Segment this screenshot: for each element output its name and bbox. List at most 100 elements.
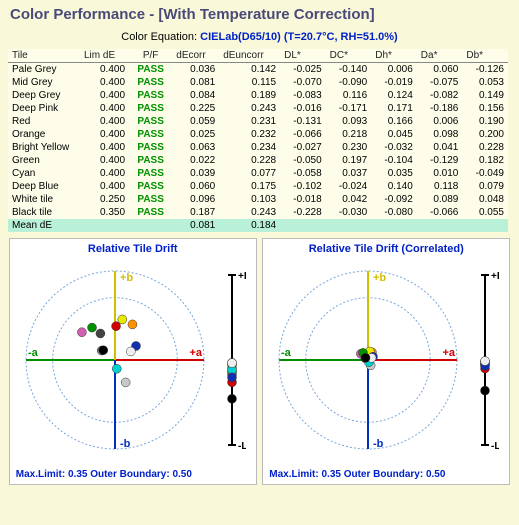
table-cell: -0.024: [326, 180, 372, 193]
table-cell: PASS: [129, 193, 172, 206]
table-cell: -0.083: [280, 89, 326, 102]
color-performance-panel: Color Performance - [With Temperature Co…: [0, 0, 519, 525]
svg-text:+a: +a: [443, 347, 456, 359]
table-cell: -0.016: [280, 102, 326, 115]
polar-plot: +a-a+b-b: [20, 265, 210, 455]
table-cell: 0.042: [326, 193, 372, 206]
table-cell: 0.228: [219, 154, 280, 167]
table-cell: Deep Pink: [8, 102, 80, 115]
table-cell: 0.096: [172, 193, 219, 206]
table-cell: PASS: [129, 115, 172, 128]
table-cell: 0.400: [80, 167, 129, 180]
table-cell: -0.049: [462, 167, 508, 180]
table-cell: -0.066: [280, 128, 326, 141]
table-cell: 0.124: [371, 89, 417, 102]
table-cell: 0.400: [80, 102, 129, 115]
table-cell: Red: [8, 115, 80, 128]
l-point: [227, 359, 236, 368]
table-cell: 0.400: [80, 115, 129, 128]
results-table: TileLim dEP/FdEcorrdEuncorrDL*DC*Dh*Da*D…: [8, 49, 508, 232]
table-cell: 0.059: [172, 115, 219, 128]
table-cell: Pale Grey: [8, 63, 80, 77]
table-row: Green0.400PASS0.0220.228-0.0500.197-0.10…: [8, 154, 508, 167]
table-cell: [280, 219, 326, 232]
svg-text:+L: +L: [491, 271, 499, 282]
table-cell: Orange: [8, 128, 80, 141]
chart-right-title: Relative Tile Drift (Correlated): [263, 243, 509, 255]
table-cell: Deep Blue: [8, 180, 80, 193]
table-row: Orange0.400PASS0.0250.232-0.0660.2180.04…: [8, 128, 508, 141]
drift-point: [99, 346, 108, 355]
table-cell: -0.082: [417, 89, 463, 102]
color-equation: Color Equation: CIELab(D65/10) (T=20.7°C…: [0, 23, 519, 49]
chart-right-footer: Max.Limit: 0.35 Outer Boundary: 0.50: [269, 469, 445, 480]
table-cell: -0.080: [371, 206, 417, 219]
table-cell: PASS: [129, 63, 172, 77]
table-cell: -0.140: [326, 63, 372, 77]
table-cell: 0.232: [219, 128, 280, 141]
table-cell: -0.102: [280, 180, 326, 193]
table-cell: Mid Grey: [8, 76, 80, 89]
table-row-mean: Mean dE0.0810.184: [8, 219, 508, 232]
table-cell: PASS: [129, 128, 172, 141]
table-cell: 0.225: [172, 102, 219, 115]
table-cell: 0.166: [371, 115, 417, 128]
drift-point: [77, 328, 86, 337]
drift-point: [118, 315, 127, 324]
table-cell: 0.184: [219, 219, 280, 232]
table-row: Bright Yellow0.400PASS0.0630.234-0.0270.…: [8, 141, 508, 154]
table-cell: 0.187: [172, 206, 219, 219]
table-cell: -0.129: [417, 154, 463, 167]
table-cell: 0.022: [172, 154, 219, 167]
table-cell: 0.025: [172, 128, 219, 141]
table-cell: -0.228: [280, 206, 326, 219]
drift-point: [128, 320, 137, 329]
table-row: Pale Grey0.400PASS0.0360.142-0.025-0.140…: [8, 63, 508, 77]
table-cell: Cyan: [8, 167, 80, 180]
table-cell: -0.018: [280, 193, 326, 206]
drift-point: [126, 347, 135, 356]
table-cell: Green: [8, 154, 80, 167]
polar-plot: +a-a+b-b: [273, 265, 463, 455]
col-header: DL*: [280, 49, 326, 63]
table-row: Black tile0.350PASS0.1870.243-0.228-0.03…: [8, 206, 508, 219]
col-header: P/F: [129, 49, 172, 63]
table-cell: 0.250: [80, 193, 129, 206]
table-cell: [462, 219, 508, 232]
table-cell: -0.025: [280, 63, 326, 77]
table-cell: 0.400: [80, 63, 129, 77]
table-row: Cyan0.400PASS0.0390.077-0.0580.0370.0350…: [8, 167, 508, 180]
l-point: [227, 394, 236, 403]
table-cell: 0.039: [172, 167, 219, 180]
table-row: Deep Grey0.400PASS0.0840.189-0.0830.1160…: [8, 89, 508, 102]
col-header: Da*: [417, 49, 463, 63]
table-cell: 0.084: [172, 89, 219, 102]
table-cell: Bright Yellow: [8, 141, 80, 154]
table-row: Deep Blue0.400PASS0.0600.175-0.102-0.024…: [8, 180, 508, 193]
table-cell: 0.035: [371, 167, 417, 180]
table-cell: 0.228: [462, 141, 508, 154]
table-cell: 0.060: [417, 63, 463, 77]
svg-text:+L: +L: [238, 271, 246, 282]
table-cell: 0.400: [80, 180, 129, 193]
charts-row: Relative Tile Drift +a-a+b-b +L-L Max.Li…: [6, 238, 513, 485]
col-header: dEcorr: [172, 49, 219, 63]
table-cell: 0.079: [462, 180, 508, 193]
table-cell: 0.190: [462, 115, 508, 128]
l-axis-plot: +L-L: [471, 267, 499, 453]
table-cell: 0.036: [172, 63, 219, 77]
equation-label: Color Equation:: [121, 31, 197, 43]
table-cell: -0.131: [280, 115, 326, 128]
chart-right: Relative Tile Drift (Correlated) +a-a+b-…: [262, 238, 510, 485]
table-cell: 0.077: [219, 167, 280, 180]
table-cell: 0.142: [219, 63, 280, 77]
table-cell: Black tile: [8, 206, 80, 219]
table-cell: 0.048: [462, 193, 508, 206]
table-cell: PASS: [129, 76, 172, 89]
table-cell: -0.186: [417, 102, 463, 115]
table-cell: 0.234: [219, 141, 280, 154]
svg-text:-a: -a: [281, 347, 292, 359]
table-row: Mid Grey0.400PASS0.0810.115-0.070-0.090-…: [8, 76, 508, 89]
table-cell: 0.182: [462, 154, 508, 167]
table-cell: 0.400: [80, 89, 129, 102]
